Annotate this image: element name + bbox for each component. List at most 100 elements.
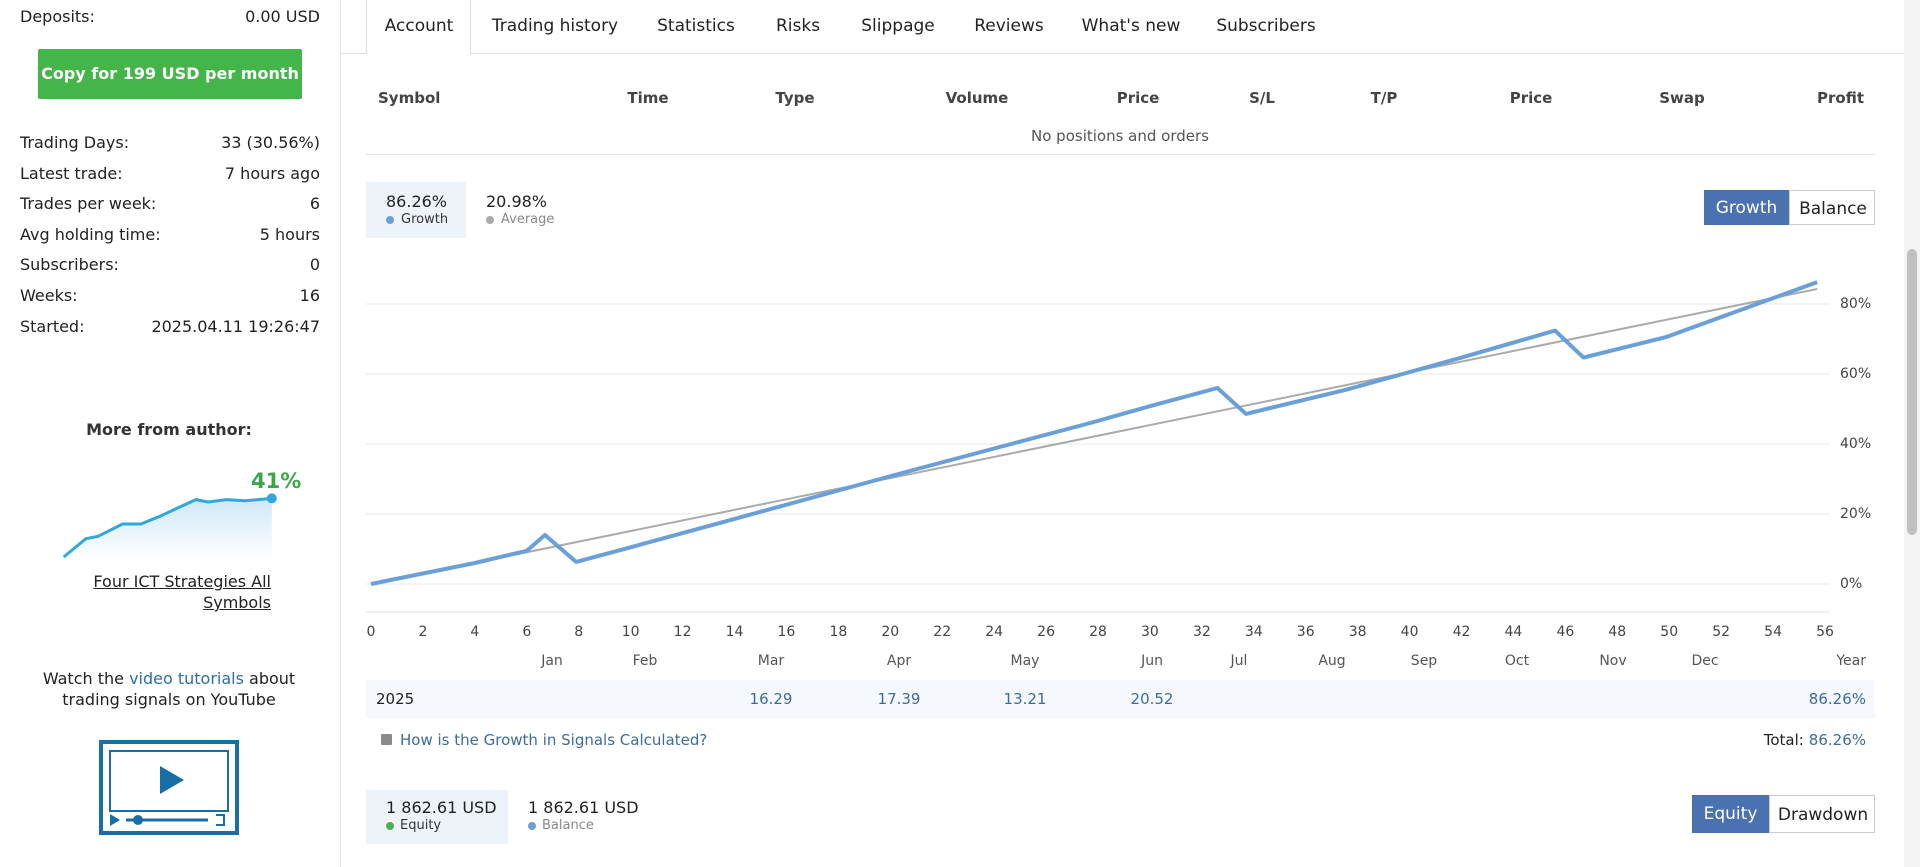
equity-label: Equity — [400, 818, 442, 833]
year-label: 2025 — [376, 690, 415, 708]
month-header: Mar — [757, 653, 785, 669]
tab[interactable]: Slippage — [861, 16, 935, 36]
stat-label: Deposits: — [20, 7, 95, 26]
year-cell: 20.52 — [1130, 690, 1174, 708]
equity-toggle[interactable]: Equity — [1692, 795, 1769, 833]
chart-toggle-label[interactable]: Balance — [1799, 198, 1867, 219]
stat-value: 7 hours ago — [224, 163, 320, 183]
tutorials-text: about trading signals on YouTube — [62, 669, 301, 709]
summary-label: Growth — [401, 212, 449, 227]
empty-positions: No positions and orders — [1031, 127, 1209, 145]
x-tick-label: 8 — [574, 624, 583, 640]
x-tick-label: 54 — [1764, 624, 1782, 640]
column-header: Symbol — [378, 89, 441, 107]
y-tick-label: 20% — [1840, 506, 1871, 522]
tab[interactable]: Statistics — [657, 16, 735, 36]
equity-dot — [386, 822, 394, 830]
summary-dot — [486, 216, 494, 224]
help-icon — [381, 734, 392, 745]
stat-label: Trading Days: — [20, 133, 130, 152]
sidebar-divider — [340, 0, 341, 867]
y-tick-label: 80% — [1840, 296, 1871, 312]
month-header: Apr — [886, 653, 912, 669]
total: Total: 86.26% — [1764, 729, 1866, 751]
tab[interactable]: Trading history — [491, 16, 619, 36]
equity-toggle-label[interactable]: Equity — [1703, 804, 1758, 824]
x-tick-label: 34 — [1245, 624, 1263, 640]
month-header: Oct — [1504, 653, 1530, 669]
x-tick-label: 32 — [1193, 624, 1211, 640]
column-header: Time — [627, 89, 669, 107]
positions-line — [366, 154, 1875, 155]
x-tick-label: 40 — [1401, 624, 1419, 640]
month-header: Aug — [1318, 653, 1346, 669]
video-icon[interactable] — [98, 739, 242, 839]
scroll-thumb[interactable] — [1907, 249, 1917, 535]
scrollbar[interactable] — [1904, 0, 1920, 867]
stat-value: 33 (30.56%) — [221, 133, 320, 152]
year-cell: 17.39 — [877, 690, 921, 708]
stat-label: Latest trade: — [20, 163, 123, 183]
stat-label: Avg holding time: — [20, 224, 161, 244]
x-tick-label: 24 — [985, 624, 1003, 640]
month-header: Sep — [1410, 653, 1438, 669]
tutorials-link[interactable]: video tutorials — [129, 669, 244, 688]
month-header: Jul — [1230, 653, 1248, 669]
active-tab — [366, 0, 471, 54]
copy-button[interactable]: Copy for 199 USD per month — [38, 49, 302, 99]
month-header: Nov — [1599, 653, 1627, 669]
total-value: 86.26% — [1808, 731, 1866, 749]
tutorials: Watch the video tutorials about trading … — [29, 668, 309, 710]
column-header: Price — [1509, 89, 1553, 107]
stat-label: Trades per week: — [20, 194, 157, 214]
month-header: Jun — [1141, 653, 1163, 669]
x-tick-label: 12 — [674, 624, 692, 640]
x-tick-label: 56 — [1816, 624, 1834, 640]
month-header: Year — [1836, 653, 1866, 669]
column-header: Swap — [1659, 89, 1705, 107]
more-from-author: More from author: — [86, 420, 252, 439]
equity-toggle[interactable]: Drawdown — [1769, 795, 1875, 833]
x-tick-label: 30 — [1141, 624, 1159, 640]
tab[interactable]: Risks — [775, 16, 821, 36]
summary-label: Average — [501, 212, 555, 227]
x-tick-label: 36 — [1297, 624, 1315, 640]
chart-toggle[interactable]: Balance — [1789, 190, 1875, 225]
growth-summary-box — [366, 182, 466, 238]
tutorials-text: Watch the — [42, 669, 130, 688]
x-tick-label: 48 — [1608, 624, 1626, 640]
column-header: Price — [1116, 89, 1160, 107]
tab[interactable]: What's new — [1081, 16, 1181, 36]
x-tick-label: 2 — [418, 624, 427, 640]
x-tick-label: 14 — [726, 624, 744, 640]
x-tick-label: 52 — [1712, 624, 1730, 640]
year-cell: 86.26% — [1808, 690, 1866, 708]
stat-value: 0 — [309, 255, 320, 275]
month-header: Jan — [541, 653, 563, 669]
summary-dot — [386, 216, 394, 224]
x-tick-label: 10 — [622, 624, 640, 640]
month-header: Dec — [1691, 653, 1719, 669]
x-tick-label: 28 — [1089, 624, 1107, 640]
chart-toggle-label[interactable]: Growth — [1715, 197, 1778, 218]
equity-label: Balance — [542, 818, 594, 833]
x-tick-label: 38 — [1349, 624, 1367, 640]
help-link[interactable]: How is the Growth in Signals Calculated? — [400, 731, 708, 749]
x-tick-label: 26 — [1037, 624, 1055, 640]
chart-toggle[interactable]: Growth — [1704, 190, 1789, 225]
tab[interactable]: Reviews — [974, 16, 1044, 36]
x-tick-label: 50 — [1660, 624, 1678, 640]
equity-toggle-label[interactable]: Drawdown — [1777, 805, 1869, 825]
summary-value: 86.26% — [386, 192, 448, 211]
tab[interactable]: Subscribers — [1216, 16, 1316, 36]
series-line — [370, 288, 1818, 585]
copy-button-label[interactable]: Copy for 199 USD per month — [41, 64, 299, 83]
author-signal-link[interactable]: Four ICT Strategies All Symbols — [93, 572, 271, 612]
equity-dot — [528, 822, 536, 830]
stat-label: Weeks: — [20, 286, 78, 305]
stat-value: 6 — [309, 194, 320, 214]
series-line — [370, 280, 1818, 586]
tab[interactable]: Account — [384, 16, 454, 36]
x-tick-label: 4 — [470, 624, 479, 640]
